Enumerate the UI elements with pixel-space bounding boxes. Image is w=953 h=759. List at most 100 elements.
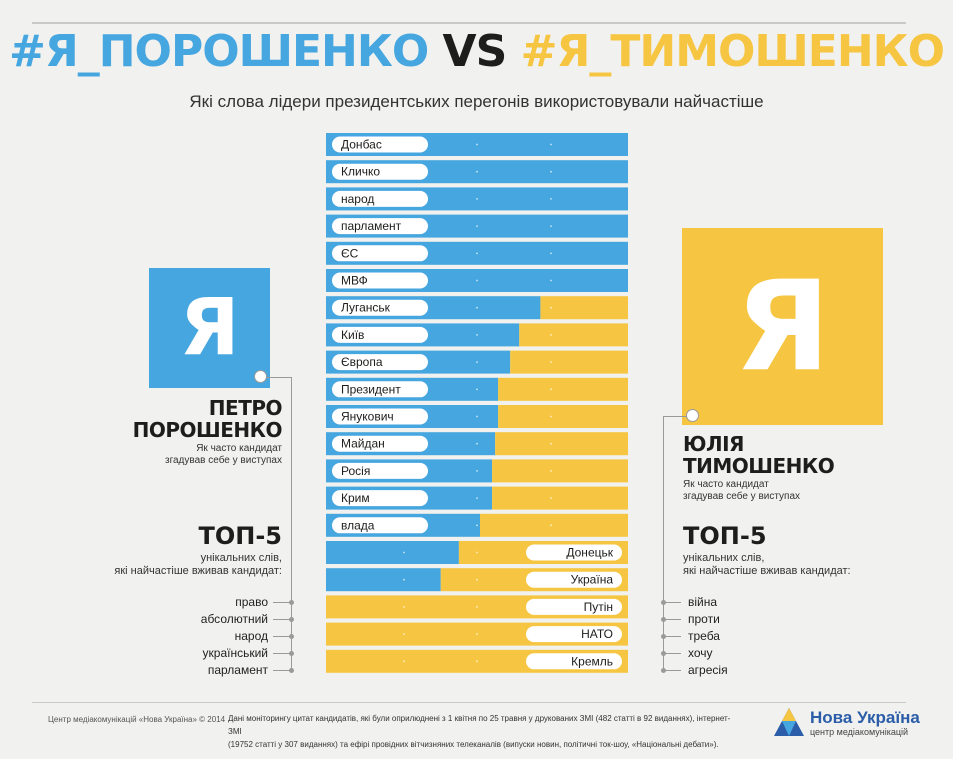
- guide-dot-4-2: [476, 225, 478, 228]
- category-label-10: Президент: [341, 382, 401, 396]
- category-label-bg-5: [332, 245, 428, 262]
- guide-dot-17-2: [476, 578, 478, 581]
- guide-dot-15-2: [476, 524, 478, 527]
- tymoshenko-top5-subtitle: унікальних слів, які найчастіше вживав к…: [683, 552, 883, 578]
- category-label-16: Донецьк: [566, 546, 613, 560]
- category-label-bg-8: [332, 326, 428, 343]
- bar-poroshenko-16: [326, 541, 459, 564]
- guide-dot-1-2: [476, 143, 478, 146]
- guide-dot-8-2: [476, 334, 478, 336]
- poroshenko-last-name: ПОРОШЕНКО: [132, 418, 283, 442]
- tymoshenko-top5-bullet-3: [661, 634, 666, 639]
- bar-row-12: Майдан: [326, 432, 628, 456]
- tymoshenko-top5-bullet-1: [661, 600, 666, 605]
- category-label-3: народ: [341, 192, 374, 206]
- poroshenko-top5-tick-1: [273, 602, 291, 603]
- guide-dot-20-1: [403, 660, 405, 663]
- poroshenko-top5-sub-line1: унікальних слів,: [200, 552, 282, 564]
- category-label-bg-19: [526, 626, 622, 643]
- guide-dot-14-3: [550, 497, 552, 499]
- guide-dot-18-2: [476, 606, 478, 608]
- guide-dot-14-2: [476, 497, 478, 499]
- category-label-5: ЄС: [341, 246, 359, 260]
- category-label-12: Майдан: [341, 437, 385, 451]
- category-label-13: Росія: [341, 464, 370, 478]
- bar-row-18: Путін: [326, 595, 628, 619]
- category-label-4: парламент: [341, 219, 402, 233]
- category-label-20: Кремль: [571, 654, 613, 668]
- poroshenko-top5-bullet-4: [289, 651, 294, 656]
- hashtag-right: #Я_ТИМОШЕНКО: [520, 26, 945, 77]
- category-label-bg-14: [332, 490, 428, 507]
- bar-tymoshenko-8: [519, 323, 628, 347]
- tymoshenko-first-name: ЮЛІЯ: [683, 432, 744, 456]
- guide-dot-9-2: [476, 361, 478, 363]
- guide-dot-2-2: [476, 170, 478, 173]
- guide-dot-8-3: [550, 334, 552, 336]
- guide-dot-16-1: [403, 551, 405, 554]
- poroshenko-top5-word-5: парламент: [207, 663, 268, 677]
- poroshenko-top5-subtitle: унікальних слів, які найчастіше вживав к…: [110, 552, 282, 578]
- bar-tymoshenko-15: [480, 513, 628, 537]
- category-label-1: Донбас: [341, 138, 382, 152]
- bar-tymoshenko-10: [498, 377, 628, 401]
- poroshenko-top5-word-3: народ: [234, 629, 268, 643]
- poroshenko-top5-tick-2: [273, 619, 291, 620]
- poroshenko-connector-dot: [255, 371, 266, 382]
- bar-row-20: Кремль: [326, 649, 628, 673]
- tymoshenko-top5-word-2: проти: [688, 612, 720, 626]
- poroshenko-top5-title: ТОП-5: [198, 522, 282, 550]
- bar-row-11: Янукович: [326, 405, 628, 428]
- poroshenko-self-note: Як часто кандидат згадував себе у виступ…: [120, 443, 282, 467]
- guide-dot-11-2: [476, 415, 478, 418]
- tymoshenko-self-note-line2: згадував себе у виступах: [683, 491, 801, 502]
- category-label-15: влада: [341, 518, 375, 532]
- tymoshenko-top5-sub-line1: унікальних слів,: [683, 552, 765, 564]
- poroshenko-top5-sub-line2: які найчастіше вживав кандидат:: [114, 565, 282, 577]
- category-label-14: Крим: [341, 491, 370, 505]
- poroshenko-top5-bullet-1: [289, 600, 294, 605]
- tymoshenko-top5-bullet-2: [661, 617, 666, 622]
- poroshenko-top5-bullet-3: [289, 634, 294, 639]
- methodology-note-line1: Дані моніторингу цитат кандидатів, які б…: [228, 714, 731, 736]
- bar-row-5: ЄС: [326, 241, 628, 265]
- category-label-19: НАТО: [581, 627, 613, 641]
- nova-ukraina-logo-icon: [774, 708, 804, 736]
- poroshenko-self-note-line2: згадував себе у виступах: [164, 455, 282, 466]
- poroshenko-top5-tick-5: [273, 670, 291, 671]
- category-label-bg-7: [332, 299, 428, 316]
- tymoshenko-top5-word-3: треба: [688, 629, 720, 643]
- logo-subtitle: центр медіакомунікацій: [810, 727, 909, 737]
- category-label-bg-4: [332, 218, 428, 235]
- category-label-bg-15: [332, 517, 428, 534]
- poroshenko-badge: Я: [149, 268, 270, 388]
- poroshenko-badge-letter: Я: [179, 283, 240, 373]
- guide-dot-6-2: [476, 279, 478, 282]
- category-label-6: МВФ: [341, 274, 368, 288]
- bar-row-17: Україна: [326, 568, 628, 592]
- category-label-18: Путін: [584, 600, 613, 614]
- poroshenko-top5-bullet-5: [289, 668, 294, 673]
- bar-row-6: МВФ: [326, 269, 628, 292]
- guide-dot-10-3: [550, 388, 552, 391]
- tymoshenko-top5-word-4: хочу: [688, 646, 713, 660]
- category-label-bg-1: [332, 136, 428, 153]
- bar-poroshenko-17: [326, 568, 441, 592]
- category-label-bg-3: [332, 190, 428, 207]
- logo-name: Нова Україна: [810, 708, 920, 727]
- guide-dot-9-3: [550, 361, 552, 363]
- category-label-bg-18: [526, 598, 622, 615]
- category-label-7: Луганськ: [341, 301, 391, 315]
- guide-dot-17-1: [403, 578, 405, 581]
- bar-tymoshenko-12: [495, 432, 628, 456]
- poroshenko-connector-line: [291, 377, 292, 672]
- guide-dot-19-2: [476, 633, 478, 635]
- vs-label: VS: [442, 26, 508, 77]
- category-label-11: Янукович: [341, 410, 394, 424]
- tymoshenko-connector-tick: [663, 416, 687, 417]
- bar-tymoshenko-7: [540, 296, 628, 320]
- methodology-note-line2: (19752 статті у 307 виданнях) та ефірі п…: [228, 740, 719, 749]
- guide-dot-13-2: [476, 470, 478, 472]
- guide-dot-11-3: [550, 415, 552, 418]
- category-label-8: Київ: [341, 328, 364, 342]
